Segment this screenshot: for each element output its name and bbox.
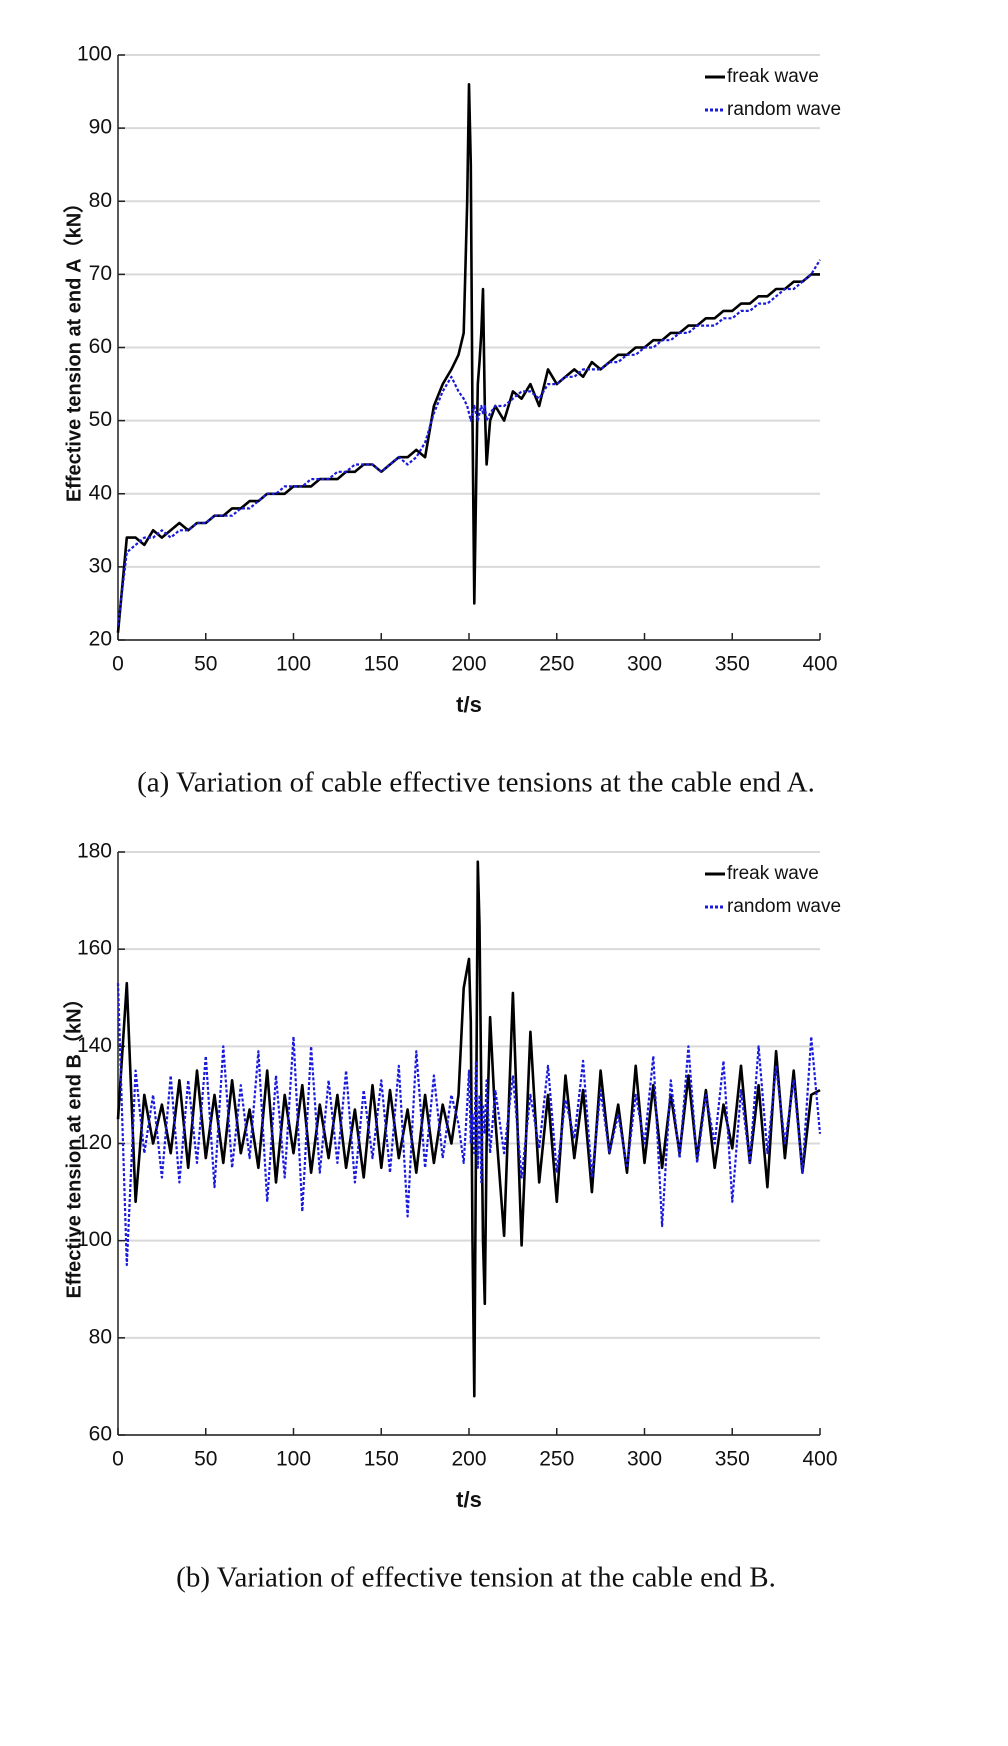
y-tick-label: 160	[77, 937, 112, 960]
y-tick-label: 80	[89, 189, 112, 212]
y-tick-label: 60	[89, 335, 112, 358]
series-line	[116, 860, 821, 1398]
y-tick-label: 20	[89, 628, 112, 651]
legend-label: freak wave	[727, 66, 819, 87]
x-tick-label: 350	[715, 1448, 750, 1471]
y-tick-label: 50	[89, 408, 112, 431]
y-tick-label: 120	[77, 1131, 112, 1154]
caption: (a) Variation of cable effective tension…	[137, 767, 815, 799]
x-tick-label: 100	[276, 653, 311, 676]
y-tick-label: 180	[77, 840, 112, 863]
x-tick-label: 0	[112, 653, 124, 676]
x-tick-label: 50	[194, 1448, 217, 1471]
legend-label: random wave	[727, 896, 841, 917]
series-line	[116, 259, 821, 626]
y-tick-label: 100	[77, 1228, 112, 1251]
x-tick-label: 50	[194, 653, 217, 676]
x-axis-label: t/s	[456, 1487, 482, 1512]
y-tick-label: 90	[89, 116, 112, 139]
y-tick-label: 70	[89, 262, 112, 285]
x-tick-label: 0	[112, 1448, 124, 1471]
x-tick-label: 350	[715, 653, 750, 676]
x-tick-label: 400	[802, 653, 837, 676]
x-tick-label: 100	[276, 1448, 311, 1471]
y-tick-label: 140	[77, 1034, 112, 1057]
x-tick-label: 150	[364, 653, 399, 676]
x-tick-label: 300	[627, 653, 662, 676]
y-tick-label: 80	[89, 1325, 112, 1348]
y-tick-label: 100	[77, 43, 112, 66]
y-axis-label: Effective tension at end A（kN）	[62, 193, 85, 502]
y-axis-label: Effective tension at end B（kN）	[62, 988, 85, 1298]
x-tick-label: 250	[539, 653, 574, 676]
series-line	[116, 83, 820, 633]
series-line	[116, 983, 822, 1267]
x-tick-label: 150	[364, 1448, 399, 1471]
x-axis-label: t/s	[456, 692, 482, 717]
x-tick-label: 400	[802, 1448, 837, 1471]
legend-label: freak wave	[727, 863, 819, 884]
x-tick-label: 300	[627, 1448, 662, 1471]
y-tick-label: 30	[89, 554, 112, 577]
x-tick-label: 250	[539, 1448, 574, 1471]
x-tick-label: 200	[451, 653, 486, 676]
y-tick-label: 40	[89, 481, 112, 504]
y-tick-label: 60	[89, 1423, 112, 1446]
caption: (b) Variation of effective tension at th…	[176, 1562, 776, 1594]
legend-label: random wave	[727, 99, 841, 120]
x-tick-label: 200	[451, 1448, 486, 1471]
